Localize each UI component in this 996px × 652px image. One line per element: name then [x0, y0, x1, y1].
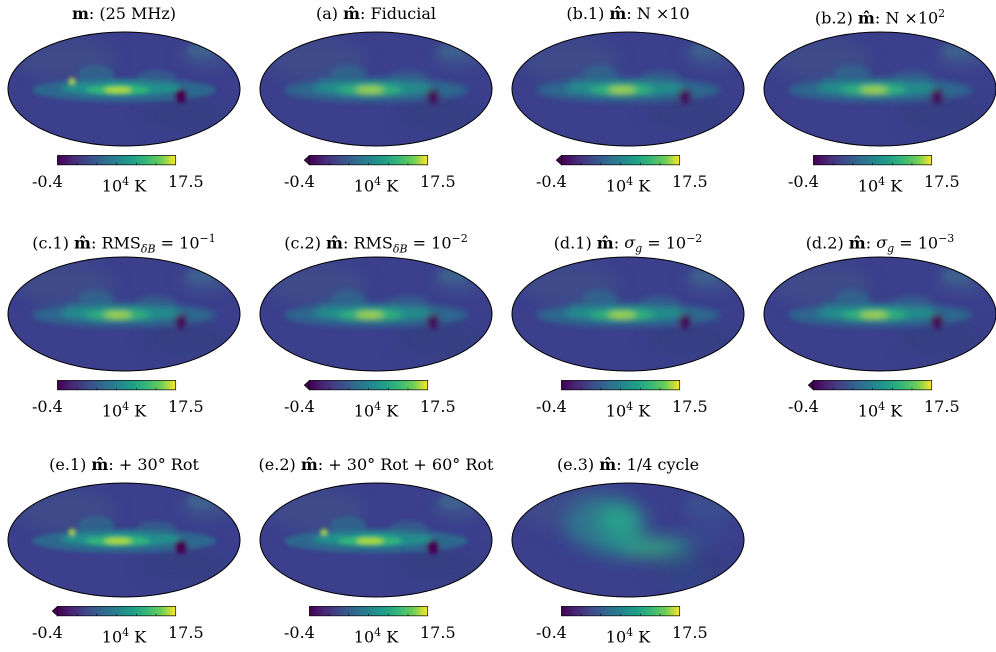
map-panel-b1: (b.1) m̂: N ×10 -0.4 104 K 17.5 [508, 0, 748, 195]
colorbar-max-label: 17.5 [672, 172, 708, 191]
panel-title: (d.1) m̂: σg = 10−2 [553, 232, 703, 256]
colorbar-unit-label: 104 K [101, 626, 147, 647]
colorbar-max-label: 17.5 [924, 172, 960, 191]
colorbar [51, 606, 177, 617]
colorbar-max-label: 17.5 [672, 397, 708, 416]
colorbar-min-label: -0.4 [536, 623, 567, 642]
colorbar-min-label: -0.4 [284, 623, 315, 642]
colorbar-min-label: -0.4 [32, 623, 63, 642]
panel-title: (d.2) m̂: σg = 10−3 [805, 232, 955, 256]
map-panel-c1: (c.1) m̂: RMSδB = 10−1 -0.4 104 K 17.5 [4, 225, 244, 420]
sky-map [259, 256, 493, 372]
map-panel-d2: (d.2) m̂: σg = 10−3 -0.4 104 K 17.5 [760, 225, 996, 420]
colorbar [303, 380, 429, 391]
panel-title: (a) m̂: Fiducial [315, 4, 437, 23]
map-panel-d1: (d.1) m̂: σg = 10−2 -0.4 104 K 17.5 [508, 225, 748, 420]
map-panel-m: m: (25 MHz) -0.4 104 K 17.5 [4, 0, 244, 195]
sky-map [259, 482, 493, 598]
panel-title: (e.3) m̂: 1/4 cycle [556, 455, 700, 474]
map-panel-c2: (c.2) m̂: RMSδB = 10−2 -0.4 104 K 17.5 [256, 225, 496, 420]
colorbar-unit-label: 104 K [605, 626, 651, 647]
sky-map [7, 31, 241, 147]
colorbar-unit-label: 104 K [605, 400, 651, 421]
colorbar [57, 155, 177, 166]
sky-map [511, 482, 745, 598]
colorbar [813, 155, 933, 166]
colorbar [561, 380, 681, 391]
colorbar [309, 606, 429, 617]
sky-map [763, 31, 996, 147]
panel-title: (c.1) m̂: RMSδB = 10−1 [32, 232, 216, 256]
colorbar-unit-label: 104 K [353, 175, 399, 196]
panel-title: (c.2) m̂: RMSδB = 10−2 [284, 232, 468, 256]
colorbar [303, 155, 429, 166]
panel-title: (e.2) m̂: + 30° Rot + 60° Rot [258, 455, 494, 474]
colorbar-unit-label: 104 K [857, 175, 903, 196]
map-panel-e1: (e.1) m̂: + 30° Rot -0.4 104 K 17.5 [4, 451, 244, 646]
colorbar [555, 155, 681, 166]
map-panel-a: (a) m̂: Fiducial -0.4 104 K 17.5 [256, 0, 496, 195]
panel-title: m: (25 MHz) [71, 4, 177, 23]
colorbar-unit-label: 104 K [605, 175, 651, 196]
colorbar-min-label: -0.4 [536, 172, 567, 191]
colorbar [57, 380, 177, 391]
colorbar-max-label: 17.5 [168, 623, 204, 642]
sky-map [511, 256, 745, 372]
panel-title: (b.2) m̂: N ×102 [814, 7, 946, 28]
colorbar-min-label: -0.4 [284, 397, 315, 416]
sky-map [7, 256, 241, 372]
colorbar-min-label: -0.4 [536, 397, 567, 416]
colorbar-unit-label: 104 K [353, 626, 399, 647]
colorbar-min-label: -0.4 [284, 172, 315, 191]
colorbar-max-label: 17.5 [420, 623, 456, 642]
sky-map [511, 31, 745, 147]
sky-map [763, 256, 996, 372]
colorbar [561, 606, 681, 617]
colorbar-max-label: 17.5 [672, 623, 708, 642]
colorbar-max-label: 17.5 [168, 397, 204, 416]
panel-title: (e.1) m̂: + 30° Rot [49, 455, 199, 474]
colorbar-max-label: 17.5 [924, 397, 960, 416]
colorbar-unit-label: 104 K [101, 400, 147, 421]
colorbar-min-label: -0.4 [32, 397, 63, 416]
colorbar-max-label: 17.5 [420, 397, 456, 416]
map-panel-e2: (e.2) m̂: + 30° Rot + 60° Rot -0.4 104 K 17… [256, 451, 496, 646]
map-panel-e3: (e.3) m̂: 1/4 cycle -0.4 104 K 17.5 [508, 451, 748, 646]
colorbar-min-label: -0.4 [32, 172, 63, 191]
colorbar-unit-label: 104 K [101, 175, 147, 196]
colorbar-max-label: 17.5 [420, 172, 456, 191]
colorbar-min-label: -0.4 [788, 397, 819, 416]
colorbar-unit-label: 104 K [353, 400, 399, 421]
panel-title: (b.1) m̂: N ×10 [566, 4, 690, 23]
sky-map [259, 31, 493, 147]
colorbar-max-label: 17.5 [168, 172, 204, 191]
colorbar [807, 380, 933, 391]
colorbar-min-label: -0.4 [788, 172, 819, 191]
colorbar-unit-label: 104 K [857, 400, 903, 421]
sky-map [7, 482, 241, 598]
map-panel-b2: (b.2) m̂: N ×102 -0.4 104 K 17.5 [760, 0, 996, 195]
